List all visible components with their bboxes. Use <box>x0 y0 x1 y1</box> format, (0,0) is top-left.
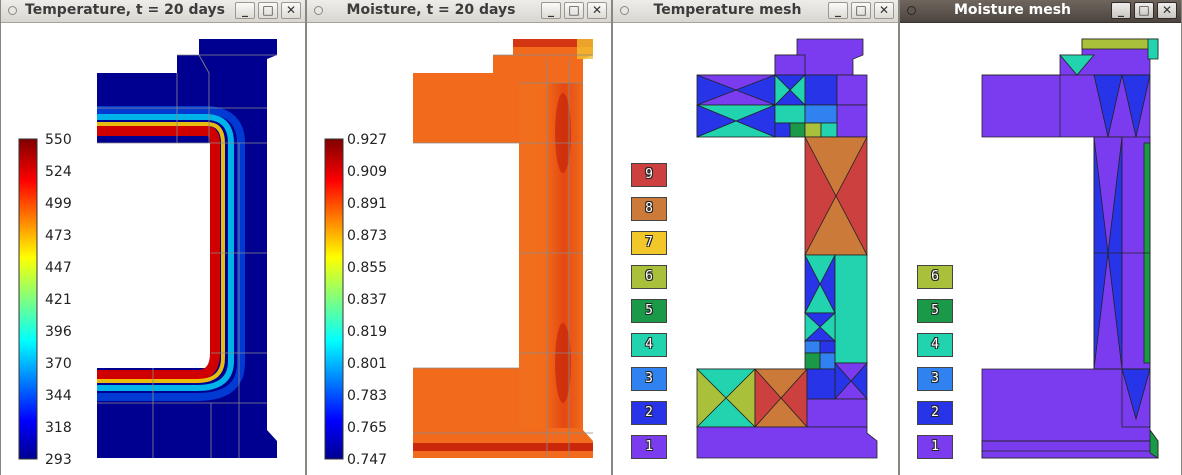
title-bar[interactable]: Moisture mesh _ □ ✕ <box>900 0 1181 23</box>
minimize-button[interactable]: _ <box>1111 2 1131 19</box>
tick-label: 318 <box>45 420 72 436</box>
temperature-mesh-window[interactable]: Temperature mesh _ □ ✕ <box>612 0 899 475</box>
temperature-window[interactable]: Temperature, t = 20 days _ □ ✕ <box>0 0 306 475</box>
window-menu-icon[interactable] <box>314 6 323 15</box>
legend-swatch-4: 4 <box>917 333 953 357</box>
legend-swatch-7: 7 <box>631 231 667 255</box>
moisture-colorbar <box>324 138 344 460</box>
tick-label: 0.873 <box>347 228 387 244</box>
legend-swatch-3: 3 <box>917 367 953 391</box>
tick-label: 447 <box>45 260 72 276</box>
tick-label: 0.909 <box>347 164 387 180</box>
tick-label: 421 <box>45 292 72 308</box>
legend-swatch-5: 5 <box>917 299 953 323</box>
tick-label: 0.801 <box>347 356 387 372</box>
maximize-button[interactable]: □ <box>258 2 278 19</box>
tick-label: 0.855 <box>347 260 387 276</box>
tick-label: 473 <box>45 228 72 244</box>
tick-label: 370 <box>45 356 72 372</box>
legend-swatch-5: 5 <box>631 299 667 323</box>
legend-swatch-6: 6 <box>631 265 667 289</box>
legend-swatch-2: 2 <box>631 401 667 425</box>
legend-swatch-4: 4 <box>631 333 667 357</box>
tick-label: 0.819 <box>347 324 387 340</box>
tick-label: 0.747 <box>347 452 387 468</box>
minimize-button[interactable]: _ <box>828 2 848 19</box>
temperature-plot: 550 524 499 473 447 421 396 370 344 318 … <box>18 39 277 468</box>
maximize-button[interactable]: □ <box>1134 2 1154 19</box>
close-button[interactable]: ✕ <box>874 2 894 19</box>
tick-label: 396 <box>45 324 72 340</box>
legend-swatch-8: 8 <box>631 197 667 221</box>
moisture-mesh-window[interactable]: Moisture mesh _ □ ✕ <box>899 0 1182 475</box>
maximize-button[interactable]: □ <box>851 2 871 19</box>
heat-band <box>97 126 220 380</box>
window-title: Temperature mesh <box>653 2 802 18</box>
window-title: Temperature, t = 20 days <box>25 2 225 18</box>
legend-swatch-6: 6 <box>917 265 953 289</box>
tick-label: 524 <box>45 164 72 180</box>
moisture-colorbar-ticks: 0.927 0.909 0.891 0.873 0.855 0.837 0.81… <box>347 132 387 468</box>
tick-label: 0.927 <box>347 132 387 148</box>
moisture-window[interactable]: Moisture, t = 20 days _ □ ✕ <box>306 0 612 475</box>
moisture-plot: 0.927 0.909 0.891 0.873 0.855 0.837 0.81… <box>324 39 593 468</box>
close-button[interactable]: ✕ <box>281 2 301 19</box>
window-menu-icon[interactable] <box>620 6 629 15</box>
minimize-button[interactable]: _ <box>541 2 561 19</box>
legend-swatch-3: 3 <box>631 367 667 391</box>
temperature-mesh-plot <box>696 38 878 459</box>
tick-label: 0.891 <box>347 196 387 212</box>
tick-label: 0.837 <box>347 292 387 308</box>
close-button[interactable]: ✕ <box>587 2 607 19</box>
title-bar[interactable]: Moisture, t = 20 days _ □ ✕ <box>307 0 611 23</box>
close-button[interactable]: ✕ <box>1157 2 1177 19</box>
window-title: Moisture mesh <box>954 2 1071 18</box>
temperature-colorbar <box>18 138 38 460</box>
tick-label: 344 <box>45 388 72 404</box>
moisture-mesh-plot <box>981 38 1159 459</box>
window-menu-icon[interactable] <box>907 6 916 15</box>
window-menu-icon[interactable] <box>8 6 17 15</box>
legend-swatch-1: 1 <box>631 435 667 459</box>
title-bar[interactable]: Temperature, t = 20 days _ □ ✕ <box>1 0 305 23</box>
maximize-button[interactable]: □ <box>564 2 584 19</box>
tick-label: 499 <box>45 196 72 212</box>
legend-swatch-2: 2 <box>917 401 953 425</box>
tick-label: 550 <box>45 132 72 148</box>
tick-label: 0.783 <box>347 388 387 404</box>
minimize-button[interactable]: _ <box>235 2 255 19</box>
legend-swatch-1: 1 <box>917 435 953 459</box>
temperature-colorbar-ticks: 550 524 499 473 447 421 396 370 344 318 … <box>45 132 72 468</box>
title-bar[interactable]: Temperature mesh _ □ ✕ <box>613 0 898 23</box>
window-title: Moisture, t = 20 days <box>346 2 516 18</box>
legend-swatch-9: 9 <box>631 163 667 187</box>
tick-label: 0.765 <box>347 420 387 436</box>
tick-label: 293 <box>45 452 72 468</box>
